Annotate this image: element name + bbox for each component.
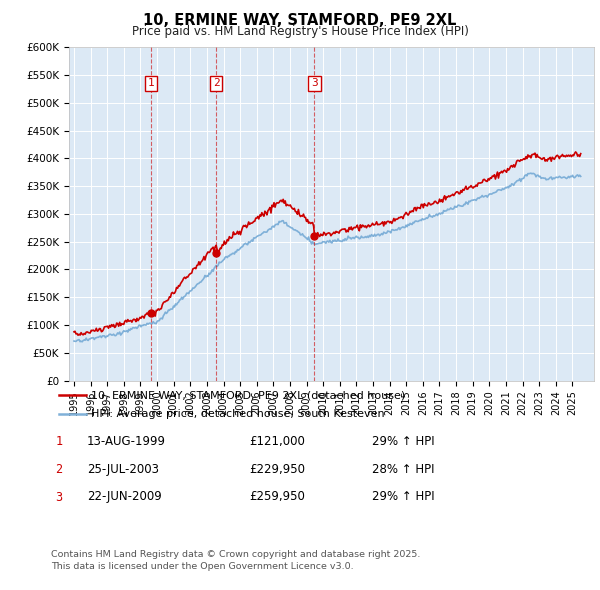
Text: 3: 3 — [311, 78, 318, 88]
Text: £229,950: £229,950 — [249, 463, 305, 476]
Text: 10, ERMINE WAY, STAMFORD, PE9 2XL (detached house): 10, ERMINE WAY, STAMFORD, PE9 2XL (detac… — [91, 390, 406, 400]
Text: 29% ↑ HPI: 29% ↑ HPI — [372, 435, 434, 448]
Text: Contains HM Land Registry data © Crown copyright and database right 2025.: Contains HM Land Registry data © Crown c… — [51, 550, 421, 559]
Text: 2: 2 — [213, 78, 220, 88]
Text: 29% ↑ HPI: 29% ↑ HPI — [372, 490, 434, 503]
Text: 25-JUL-2003: 25-JUL-2003 — [87, 463, 159, 476]
Text: 2: 2 — [55, 463, 62, 476]
Text: 28% ↑ HPI: 28% ↑ HPI — [372, 463, 434, 476]
Text: 10, ERMINE WAY, STAMFORD, PE9 2XL: 10, ERMINE WAY, STAMFORD, PE9 2XL — [143, 13, 457, 28]
Text: 3: 3 — [55, 491, 62, 504]
Text: 1: 1 — [148, 78, 154, 88]
Text: £121,000: £121,000 — [249, 435, 305, 448]
Text: 1: 1 — [55, 435, 62, 448]
Text: £259,950: £259,950 — [249, 490, 305, 503]
Text: 22-JUN-2009: 22-JUN-2009 — [87, 490, 162, 503]
Text: This data is licensed under the Open Government Licence v3.0.: This data is licensed under the Open Gov… — [51, 562, 353, 571]
Text: Price paid vs. HM Land Registry's House Price Index (HPI): Price paid vs. HM Land Registry's House … — [131, 25, 469, 38]
Text: 13-AUG-1999: 13-AUG-1999 — [87, 435, 166, 448]
Text: HPI: Average price, detached house, South Kesteven: HPI: Average price, detached house, Sout… — [91, 409, 385, 419]
